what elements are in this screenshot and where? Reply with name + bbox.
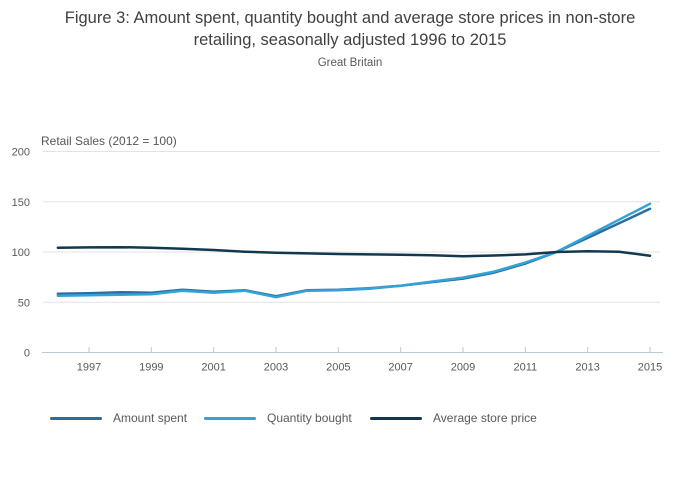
chart-title: Figure 3: Amount spent, quantity bought … (64, 9, 636, 49)
y-tick-label: 150 (12, 197, 30, 209)
y-tick-label: 50 (18, 297, 30, 309)
chart-subtitle: Great Britain (317, 57, 383, 69)
legend-item-average-store-price[interactable]: Average store price (370, 410, 537, 426)
legend-swatch-quantity-bought (204, 416, 256, 420)
y-tick-label: 200 (12, 147, 30, 159)
x-tick-label: 2003 (264, 362, 288, 374)
x-tick-label: 2013 (575, 362, 599, 374)
legend-swatch-average-store-price (370, 416, 422, 420)
legend-item-quantity-bought[interactable]: Quantity bought (204, 410, 352, 426)
legend-label-quantity-bought: Quantity bought (267, 411, 352, 425)
series-line-average-store-price (56, 245, 652, 258)
y-tick-label: 100 (12, 247, 30, 259)
x-tick-label: 2007 (388, 362, 412, 374)
series-line-quantity-bought (56, 202, 652, 299)
x-tick-label: 1999 (139, 362, 163, 374)
legend-swatch-amount-spent (50, 416, 102, 420)
chart-legend: Amount spent Quantity bought Average sto… (0, 410, 700, 426)
y-tick-label: 0 (24, 348, 30, 360)
x-tick-label: 2005 (326, 362, 350, 374)
x-tick-label: 1997 (77, 362, 101, 374)
x-tick-label: 2011 (514, 362, 538, 374)
legend-label-average-store-price: Average store price (433, 411, 537, 425)
x-tick-label: 2009 (451, 362, 475, 374)
x-tick-label: 2015 (638, 362, 662, 374)
y-axis-title: Retail Sales (2012 = 100) (41, 134, 177, 148)
x-tick-label: 2001 (201, 362, 225, 374)
legend-label-amount-spent: Amount spent (113, 411, 188, 425)
legend-item-amount-spent[interactable]: Amount spent (50, 410, 187, 426)
